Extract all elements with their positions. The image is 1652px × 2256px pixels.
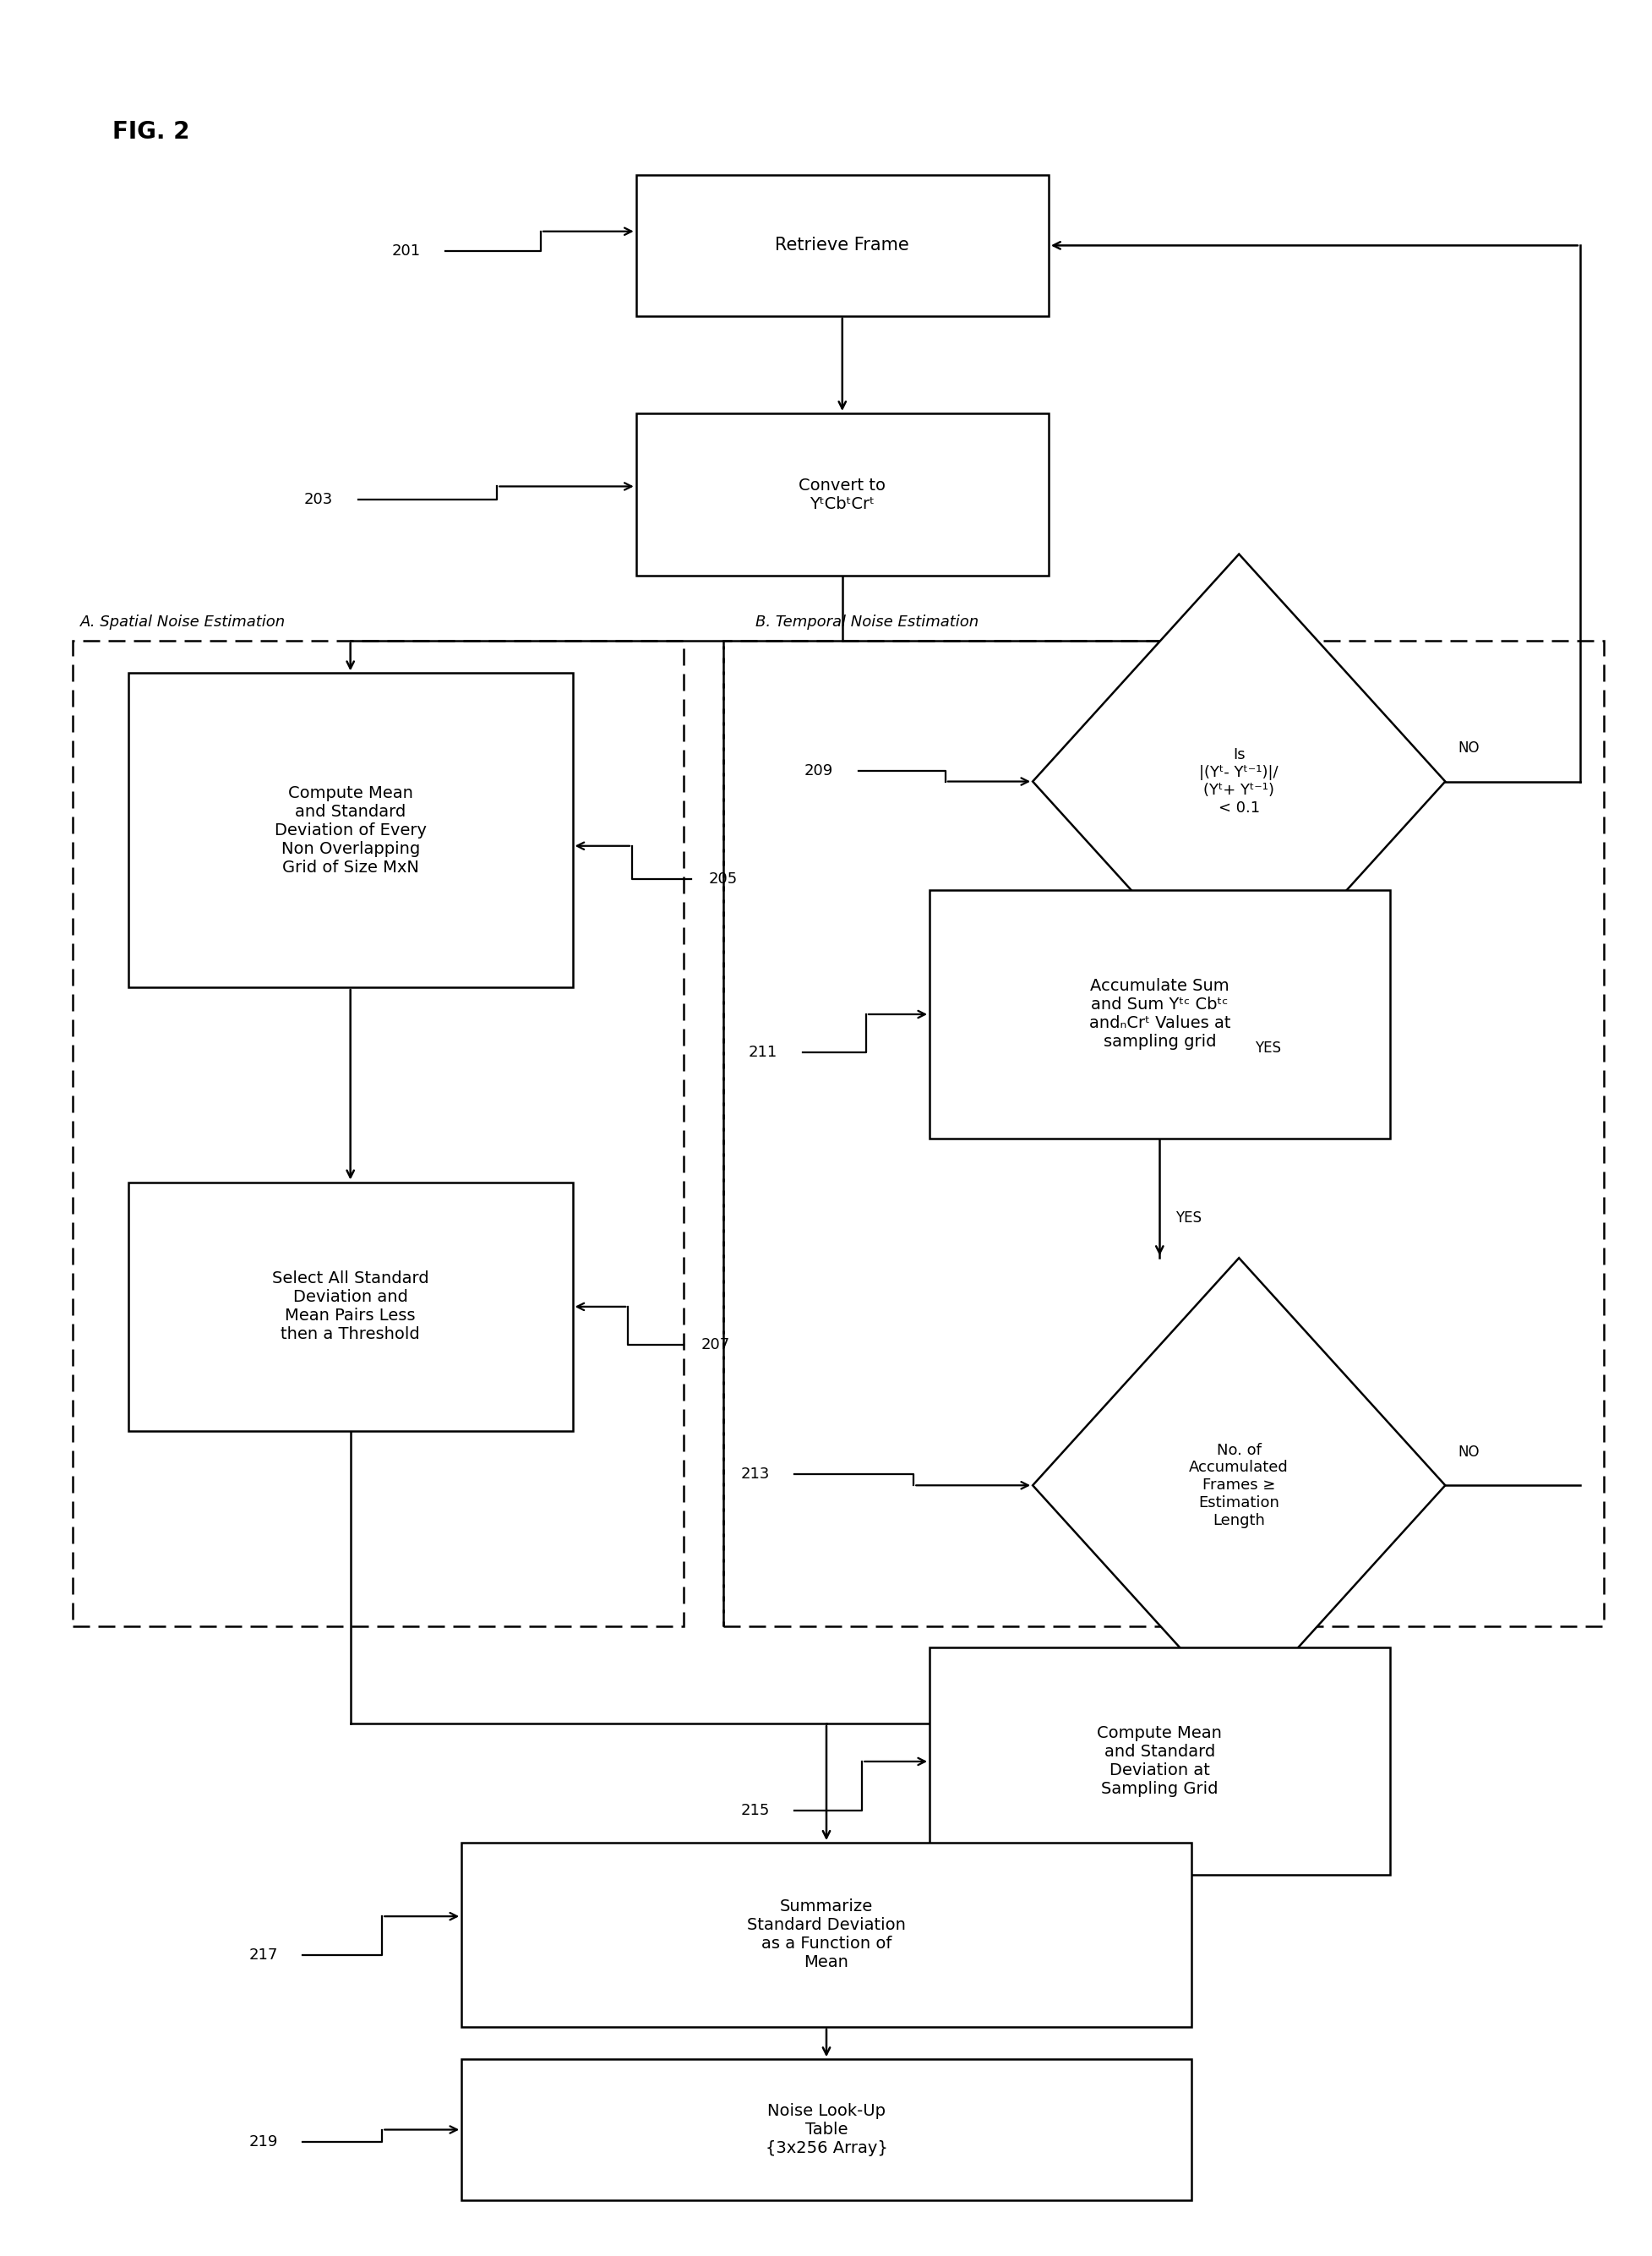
Text: B. Temporal Noise Estimation: B. Temporal Noise Estimation — [755, 614, 978, 629]
Text: Retrieve Frame: Retrieve Frame — [775, 237, 909, 255]
Text: 213: 213 — [740, 1466, 770, 1482]
Text: 203: 203 — [304, 492, 334, 508]
FancyBboxPatch shape — [461, 2060, 1191, 2200]
Text: A. Spatial Noise Estimation: A. Spatial Noise Estimation — [81, 614, 286, 629]
Text: NO: NO — [1457, 1444, 1479, 1460]
Text: Compute Mean
and Standard
Deviation of Every
Non Overlapping
Grid of Size MxN: Compute Mean and Standard Deviation of E… — [274, 785, 426, 875]
Text: FIG. 2: FIG. 2 — [112, 120, 190, 144]
Text: Convert to
YᵗCbᵗCrᵗ: Convert to YᵗCbᵗCrᵗ — [798, 478, 885, 512]
Text: YES: YES — [1254, 1040, 1280, 1056]
FancyBboxPatch shape — [461, 1843, 1191, 2026]
FancyBboxPatch shape — [129, 672, 572, 988]
Text: Is
|(Yᵗ- Yᵗ⁻¹)|/
(Yᵗ+ Yᵗ⁻¹)
< 0.1: Is |(Yᵗ- Yᵗ⁻¹)|/ (Yᵗ+ Yᵗ⁻¹) < 0.1 — [1199, 747, 1279, 814]
Text: 207: 207 — [700, 1338, 730, 1351]
Text: Compute Mean
and Standard
Deviation at
Sampling Grid: Compute Mean and Standard Deviation at S… — [1097, 1726, 1221, 1798]
Text: NO: NO — [1457, 740, 1479, 756]
FancyBboxPatch shape — [636, 413, 1047, 575]
Text: Select All Standard
Deviation and
Mean Pairs Less
then a Threshold: Select All Standard Deviation and Mean P… — [273, 1270, 428, 1342]
Text: 211: 211 — [748, 1045, 776, 1060]
Polygon shape — [1032, 555, 1444, 1008]
FancyBboxPatch shape — [928, 1647, 1389, 1875]
Text: 217: 217 — [248, 1947, 278, 1963]
Text: 201: 201 — [392, 244, 420, 259]
Text: Summarize
Standard Deviation
as a Function of
Mean: Summarize Standard Deviation as a Functi… — [747, 1900, 905, 1972]
FancyBboxPatch shape — [636, 176, 1047, 316]
Text: 205: 205 — [709, 871, 737, 887]
Text: YES: YES — [1175, 1209, 1201, 1225]
Text: Accumulate Sum
and Sum Yᵗᶜ Cbᵗᶜ
andₙCrᵗ Values at
sampling grid: Accumulate Sum and Sum Yᵗᶜ Cbᵗᶜ andₙCrᵗ … — [1089, 979, 1229, 1051]
Polygon shape — [1032, 1259, 1444, 1712]
Text: 215: 215 — [740, 1803, 770, 1818]
FancyBboxPatch shape — [129, 1182, 572, 1430]
Text: 209: 209 — [803, 763, 833, 778]
Text: No. of
Accumulated
Frames ≥
Estimation
Length: No. of Accumulated Frames ≥ Estimation L… — [1189, 1442, 1289, 1527]
Text: Noise Look-Up
Table
{3x256 Array}: Noise Look-Up Table {3x256 Array} — [765, 2103, 887, 2157]
FancyBboxPatch shape — [928, 889, 1389, 1139]
Text: 219: 219 — [248, 2134, 278, 2150]
